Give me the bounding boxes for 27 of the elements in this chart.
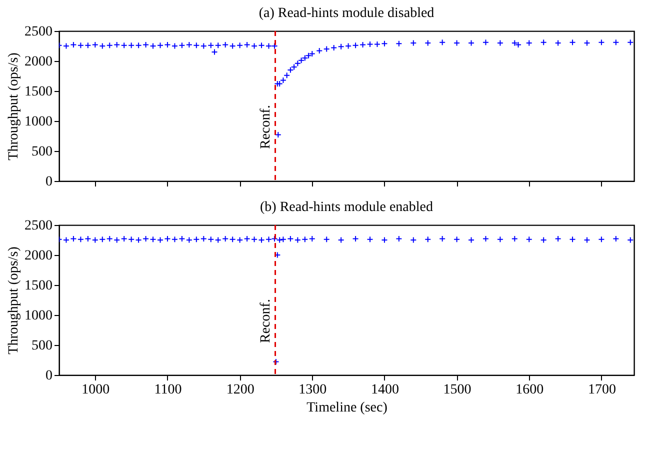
y-tick-label: 2500 [24, 24, 52, 40]
y-tick-label: 0 [46, 368, 52, 384]
x-tick-label: 1200 [226, 382, 254, 398]
y-tick-label: 0 [46, 174, 52, 190]
y-tick-label: 1500 [24, 278, 52, 294]
y-tick-label: 500 [32, 338, 52, 354]
x-tick-label: 1400 [370, 382, 399, 398]
y-tick-label: 1000 [24, 308, 52, 324]
x-tick-label: 1300 [298, 382, 327, 398]
y-tick-label: 1000 [24, 114, 52, 130]
x-tick-label: 1000 [82, 382, 110, 398]
x-tick-label: 1500 [443, 382, 472, 398]
x-tick-label: 1100 [154, 382, 182, 398]
y-tick-label: 500 [32, 144, 52, 160]
ref-line-label: Reconf. [258, 105, 274, 149]
chart-title: (b) Read-hints module enabled [260, 200, 434, 215]
y-axis-title: Throughput (ops/s) [6, 52, 22, 160]
x-tick-label: 1600 [516, 382, 544, 398]
ref-line-label: Reconf. [258, 299, 274, 343]
chart-title: (a) Read-hints module disabled [258, 6, 434, 21]
y-tick-label: 2000 [24, 248, 52, 264]
x-axis-title: Timeline (sec) [306, 400, 388, 416]
y-tick-label: 1500 [24, 84, 52, 100]
y-tick-label: 2000 [24, 54, 52, 70]
y-axis-title: Throughput (ops/s) [6, 246, 22, 354]
x-tick-label: 1700 [588, 382, 616, 398]
y-tick-label: 2500 [24, 218, 52, 234]
